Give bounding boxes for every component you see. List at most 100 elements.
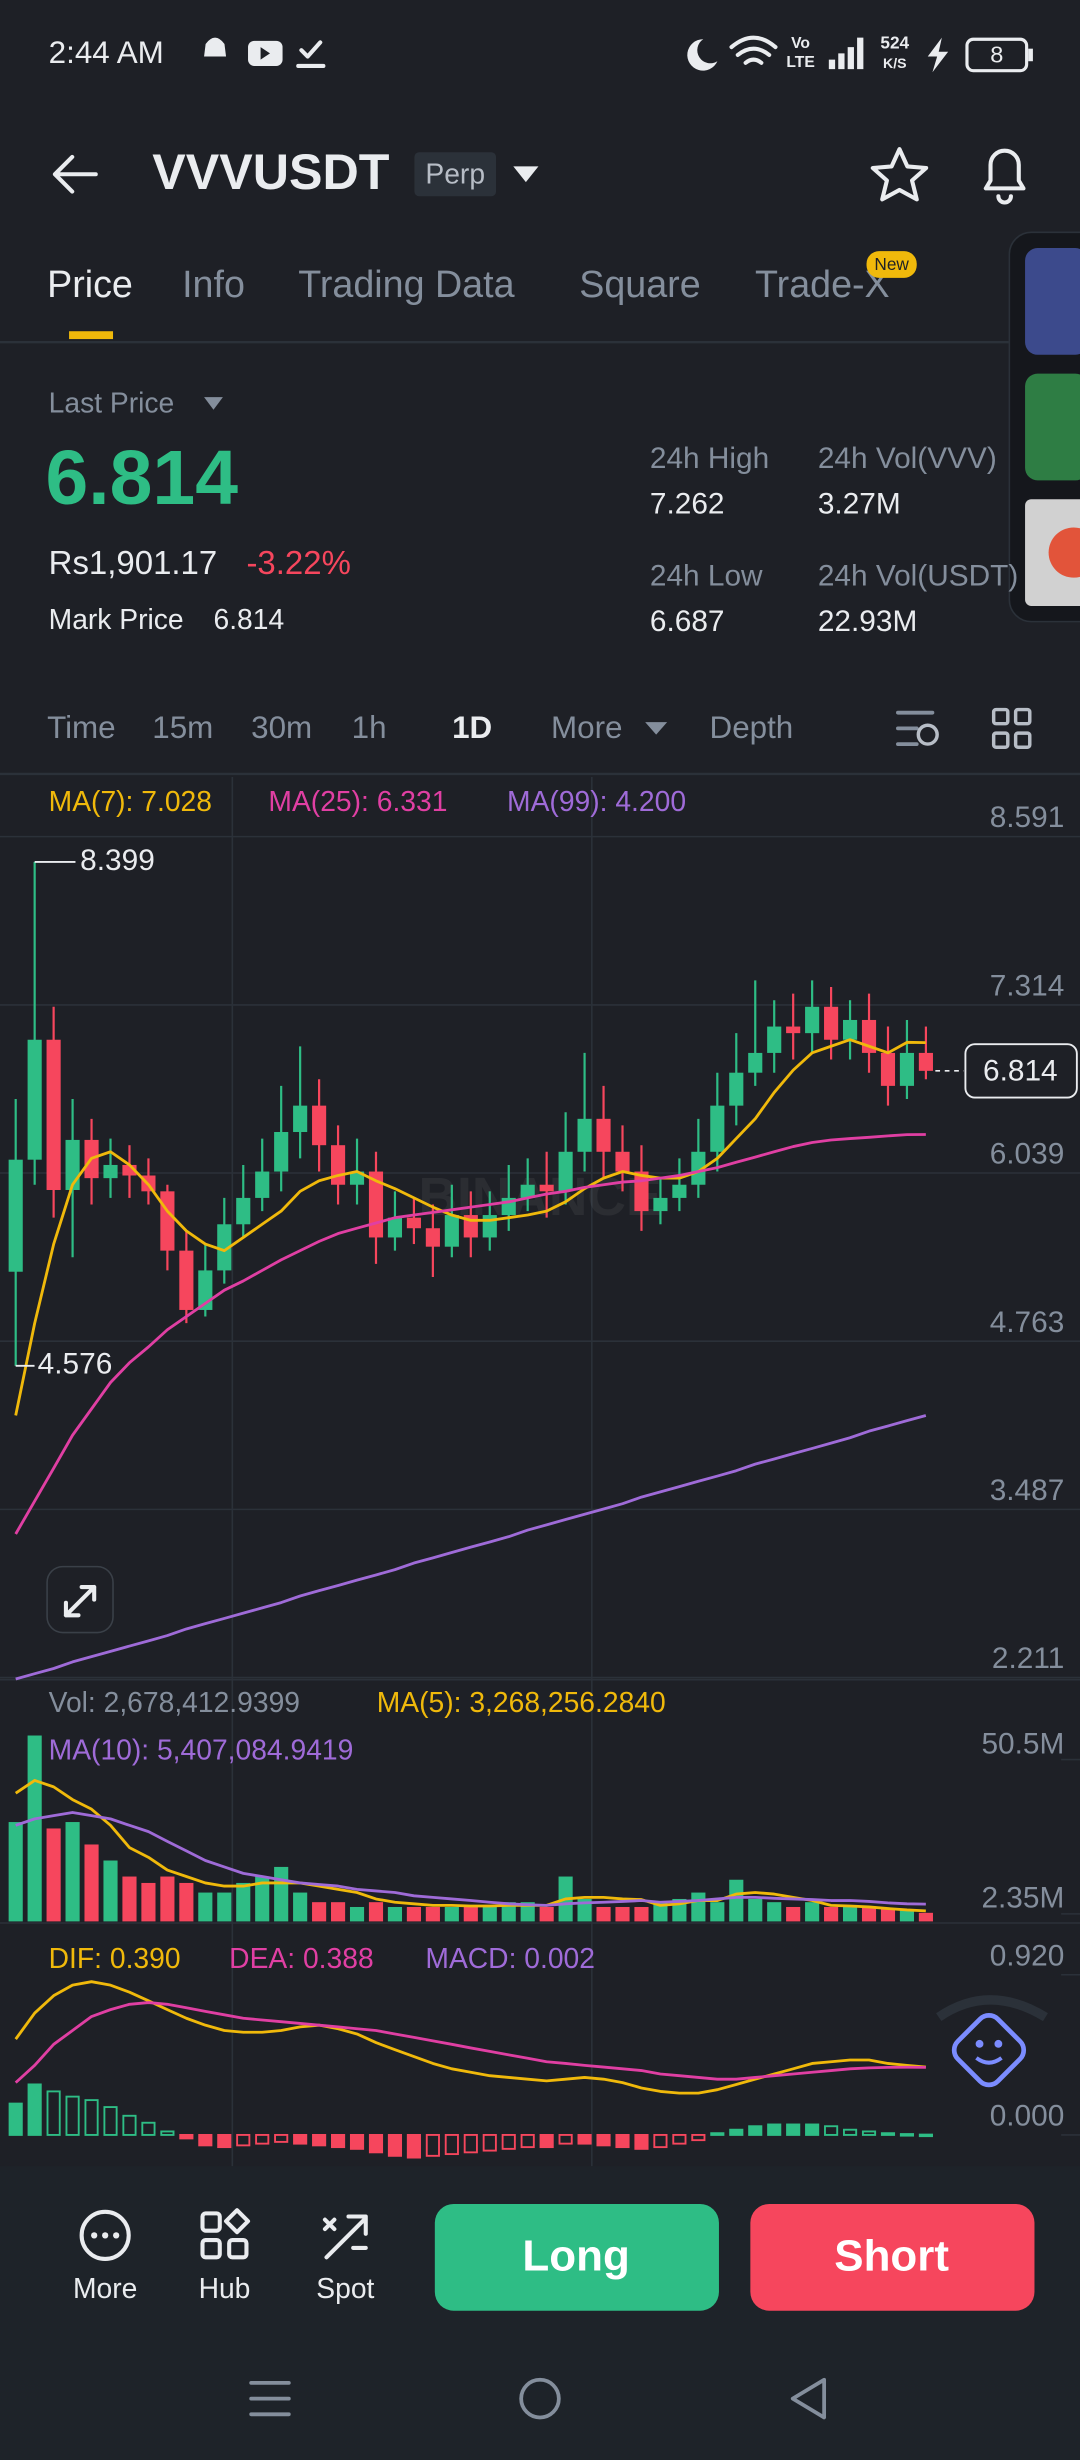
interval[interactable]: More — [551, 710, 622, 745]
volume-bar — [463, 1906, 478, 1922]
indicator-line — [14, 1038, 926, 1416]
candle-body — [653, 1197, 668, 1212]
candle-body — [748, 1052, 763, 1073]
candle-body — [918, 1052, 933, 1071]
action-label[interactable]: More — [73, 2272, 137, 2304]
interval[interactable]: Time — [47, 710, 116, 745]
volume-bar — [236, 1882, 251, 1922]
volume-bar — [274, 1866, 289, 1922]
expand-button[interactable] — [46, 1565, 114, 1634]
volume-bar — [368, 1902, 384, 1922]
tab[interactable]: Info — [182, 263, 245, 305]
symbol[interactable]: VVVUSDT — [152, 144, 390, 200]
status-time: 2:44 AM — [49, 35, 164, 70]
volume-bar — [880, 1908, 896, 1922]
local-price: Rs1,901.17 — [49, 544, 218, 581]
macd-bar — [274, 2133, 289, 2143]
volume-bar — [65, 1822, 80, 1922]
stat-value: 22.93M — [818, 605, 917, 638]
candle-body — [293, 1105, 308, 1133]
assistant-button[interactable] — [936, 1995, 1048, 2090]
net-speed-unit: K/S — [883, 55, 907, 71]
candle-body — [8, 1159, 23, 1272]
indicator-line — [14, 1980, 926, 2095]
tab[interactable]: Trading Data — [298, 263, 514, 305]
macd-legend: DIF: 0.390 — [49, 1942, 181, 1974]
macd-bar — [217, 2133, 232, 2149]
floating-widget[interactable] — [1008, 231, 1080, 623]
interval[interactable]: 15m — [152, 710, 213, 745]
candle-body — [27, 1039, 42, 1160]
short-label[interactable]: Short — [834, 2232, 949, 2281]
vol-legend: MA(5): 3,268,256.2840 — [377, 1686, 666, 1718]
candle-body — [880, 1052, 896, 1086]
volume-bar — [141, 1882, 156, 1922]
alert-button[interactable] — [983, 148, 1026, 205]
volume-bar — [312, 1902, 327, 1922]
volume-bar — [349, 1906, 365, 1922]
layout-button[interactable] — [991, 707, 1032, 749]
tab[interactable]: Trade-X — [755, 263, 890, 305]
stat-label: 24h Low — [650, 560, 763, 593]
volume-bar — [786, 1906, 801, 1922]
candle-body — [539, 1184, 554, 1192]
volume-bar — [406, 1906, 421, 1922]
symbol-dropdown[interactable] — [513, 166, 539, 183]
volume-bar — [84, 1844, 99, 1922]
back-button[interactable] — [52, 154, 98, 194]
macd-bar — [596, 2133, 611, 2147]
last-price-dropdown[interactable] — [204, 397, 223, 410]
favorite-button[interactable] — [870, 147, 929, 202]
volume-bar — [710, 1902, 725, 1922]
macd-bar — [387, 2133, 403, 2157]
candle-body — [425, 1228, 440, 1247]
macd-bar — [406, 2133, 421, 2159]
action-label[interactable]: Spot — [316, 2272, 374, 2304]
indicator-settings[interactable] — [896, 710, 935, 746]
macd-bar — [786, 2123, 801, 2136]
interval[interactable]: 1h — [352, 710, 387, 745]
stat-label: 24h High — [650, 442, 769, 475]
spot-icon[interactable] — [322, 2214, 368, 2260]
long-label[interactable]: Long — [522, 2232, 629, 2281]
short-button[interactable] — [750, 2203, 1035, 2311]
volume-bar — [615, 1906, 630, 1922]
y-tick-label: 2.211 — [992, 1642, 1064, 1675]
vol-legend: MA(10): 5,407,084.9419 — [49, 1733, 354, 1765]
y-tick-label: 4.763 — [990, 1306, 1065, 1339]
interval[interactable]: Depth — [710, 710, 794, 745]
volume-bar — [539, 1906, 554, 1922]
volume-bar — [160, 1876, 175, 1922]
macd-bar — [729, 2128, 744, 2136]
interval[interactable]: 30m — [251, 710, 312, 745]
nav-back[interactable] — [790, 2377, 827, 2420]
high-label: 8.399 — [80, 844, 155, 877]
more-dropdown[interactable] — [645, 722, 668, 735]
macd-bar — [198, 2133, 213, 2147]
nav-bar — [249, 2377, 827, 2420]
candle-body — [312, 1105, 327, 1146]
macd-bar — [691, 2133, 706, 2142]
candle-body — [691, 1151, 706, 1185]
candle-body — [672, 1184, 687, 1198]
macd-bar — [748, 2125, 763, 2136]
tab[interactable]: Price — [47, 263, 133, 305]
macd-bar — [463, 2133, 478, 2154]
macd-bar — [65, 2095, 80, 2136]
macd-bar — [672, 2133, 687, 2145]
interval-active[interactable]: 1D — [452, 710, 492, 745]
macd-bar — [824, 2125, 839, 2136]
volume-bar — [861, 1906, 877, 1922]
hub-icon[interactable] — [200, 2208, 251, 2260]
nav-home[interactable] — [519, 2377, 561, 2420]
nav-recents[interactable] — [249, 2381, 291, 2417]
mark-price-label: Mark Price — [49, 603, 184, 635]
more-icon[interactable] — [79, 2209, 131, 2261]
volume-bar — [8, 1822, 23, 1922]
tab[interactable]: Square — [579, 263, 700, 305]
macd-bar — [710, 2132, 725, 2136]
macd-bar — [444, 2133, 459, 2156]
action-label[interactable]: Hub — [199, 2272, 251, 2304]
long-button[interactable] — [434, 2203, 719, 2311]
